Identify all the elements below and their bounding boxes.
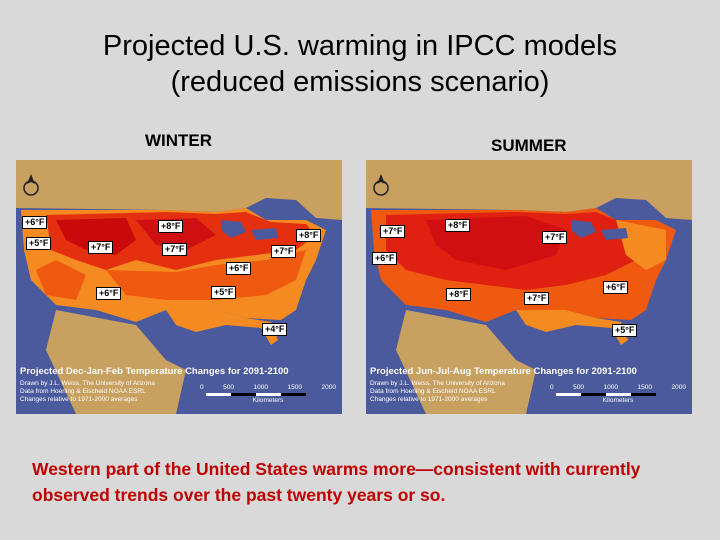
- winter-credit-line3: Changes relative to 1971-2000 averages: [20, 396, 138, 403]
- winter-scale-tick: 500: [223, 384, 234, 391]
- summer-tag-8: +5°F: [612, 324, 638, 337]
- summer-scale-tick: 500: [573, 384, 584, 391]
- winter-tag-3: +5°F: [26, 237, 52, 250]
- winter-scale-unit: Kilometers: [252, 397, 284, 404]
- summer-credit-line1: Drawn by J.L. Weiss, The University of A…: [370, 380, 505, 387]
- winter-tag-6: +8°F: [296, 229, 322, 242]
- summer-credit: Drawn by J.L. Weiss, The University of A…: [370, 380, 505, 404]
- winter-scale-bar: 0 500 1000 1500 2000 Kilometers: [200, 384, 336, 404]
- winter-label: WINTER: [145, 131, 213, 150]
- winter-tag-10: +5°F: [211, 286, 237, 299]
- winter-tag-1: +6°F: [22, 216, 48, 229]
- winter-tag-2: +8°F: [158, 220, 184, 233]
- slide-title: Projected U.S. warming in IPCC models (r…: [0, 28, 720, 100]
- summer-tag-5: +8°F: [446, 288, 472, 301]
- summer-scale-bar: 0 500 1000 1500 2000 Kilometers: [550, 384, 686, 404]
- winter-scale-tick: 1500: [287, 384, 302, 391]
- winter-north-arrow-icon: [22, 172, 40, 198]
- winter-scale-tick: 2000: [321, 384, 336, 391]
- winter-tag-7: +7°F: [271, 245, 297, 258]
- summer-credit-line3: Changes relative to 1971-2000 averages: [370, 396, 488, 403]
- summer-tag-4: +6°F: [372, 252, 398, 265]
- winter-credit-line2: Data from Hoerling & Eischeid NOAA ESRL: [20, 388, 146, 395]
- winter-map-title: Projected Dec-Jan-Feb Temperature Change…: [20, 366, 289, 377]
- summer-map: +7°F +8°F +7°F +6°F +8°F +7°F +6°F +5°F …: [366, 160, 692, 414]
- summer-scale-tick: 1000: [603, 384, 618, 391]
- summer-scale-tick: 1500: [637, 384, 652, 391]
- winter-scale-tick: 1000: [253, 384, 268, 391]
- summer-tag-6: +7°F: [524, 292, 550, 305]
- winter-tag-5: +7°F: [162, 243, 188, 256]
- slide-title-line1: Projected U.S. warming in IPCC models: [102, 30, 618, 62]
- summer-label: SUMMER: [491, 136, 567, 155]
- summer-scale-unit: Kilometers: [602, 397, 634, 404]
- summer-tag-7: +6°F: [603, 281, 629, 294]
- summer-map-graphic: [366, 160, 692, 414]
- winter-tag-11: +4°F: [262, 323, 288, 336]
- winter-tag-8: +6°F: [226, 262, 252, 275]
- winter-credit: Drawn by J.L. Weiss, The University of A…: [20, 380, 155, 404]
- winter-scale-tick: 0: [200, 384, 204, 391]
- summer-tag-3: +7°F: [542, 231, 568, 244]
- winter-tag-4: +7°F: [88, 241, 114, 254]
- winter-map: +6°F +8°F +5°F +7°F +7°F +8°F +7°F +6°F …: [16, 160, 342, 414]
- summer-tag-2: +8°F: [445, 219, 471, 232]
- summer-north-arrow-icon: [372, 172, 390, 198]
- summer-map-title: Projected Jun-Jul-Aug Temperature Change…: [370, 366, 637, 377]
- slide-title-line2: (reduced emissions scenario): [170, 66, 550, 98]
- summer-scale-tick: 0: [550, 384, 554, 391]
- summer-tag-1: +7°F: [380, 225, 406, 238]
- summer-credit-line2: Data from Hoerling & Eischeid NOAA ESRL: [370, 388, 496, 395]
- slide-caption: Western part of the United States warms …: [32, 459, 641, 505]
- winter-tag-9: +6°F: [96, 287, 122, 300]
- winter-credit-line1: Drawn by J.L. Weiss, The University of A…: [20, 380, 155, 387]
- winter-map-graphic: [16, 160, 342, 414]
- summer-scale-tick: 2000: [671, 384, 686, 391]
